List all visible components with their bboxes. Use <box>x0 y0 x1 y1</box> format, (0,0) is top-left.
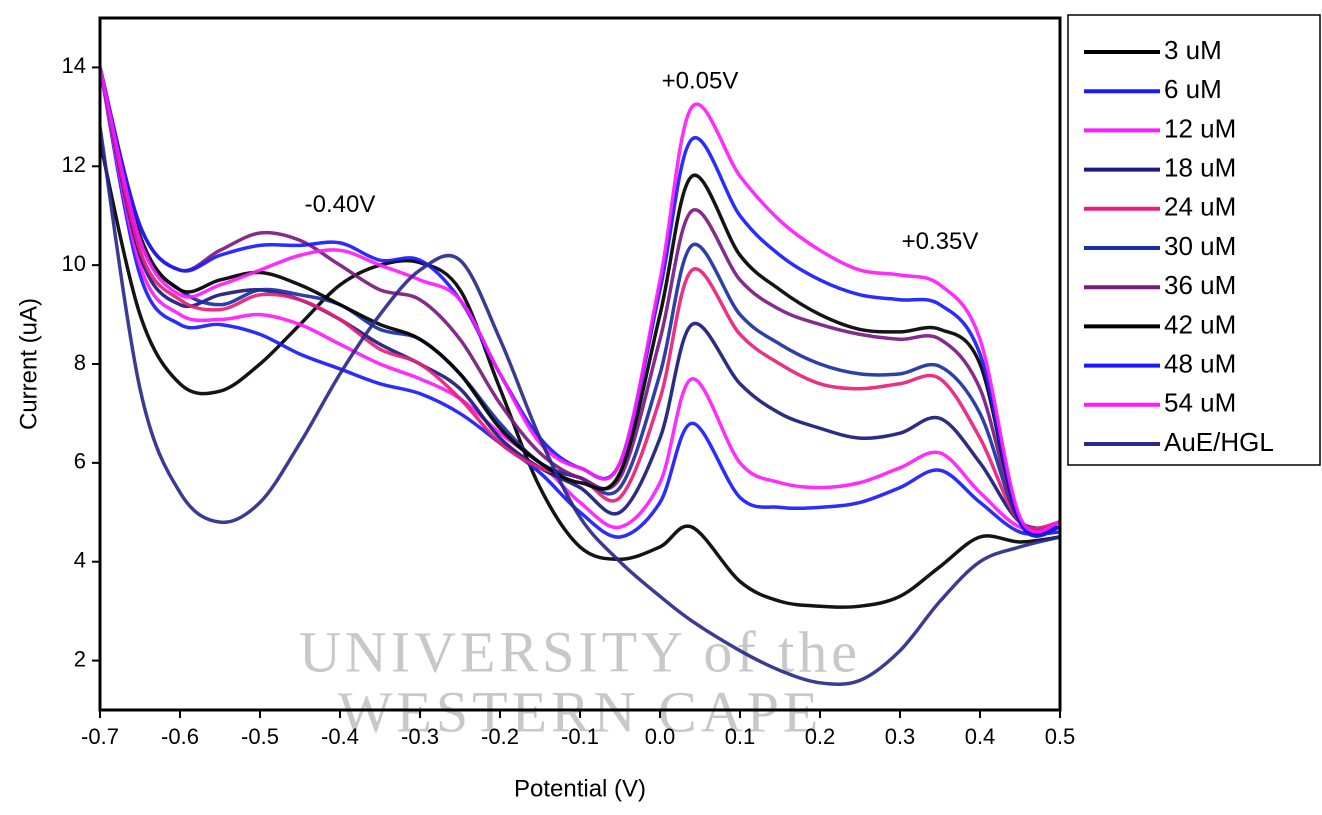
x-tick-label: 0.0 <box>645 724 676 749</box>
y-tick-label: 4 <box>74 548 86 573</box>
annotation: +0.35V <box>902 228 979 255</box>
legend-label: 18 uM <box>1164 152 1236 182</box>
series-line <box>98 67 1061 531</box>
x-tick-label: 0.5 <box>1045 724 1076 749</box>
series-line <box>98 67 1061 532</box>
y-tick-label: 12 <box>62 152 86 177</box>
legend-label: 24 uM <box>1164 192 1236 222</box>
y-tick-label: 10 <box>62 251 86 276</box>
legend-label: 54 uM <box>1164 388 1236 418</box>
y-tick-label: 14 <box>62 53 86 78</box>
x-tick-label: -0.4 <box>321 724 359 749</box>
plot-frame <box>98 16 1062 712</box>
x-tick-label: 0.1 <box>725 724 756 749</box>
legend-label: 36 uM <box>1164 270 1236 300</box>
legend-label: 42 uM <box>1164 309 1236 339</box>
series-line <box>98 67 1061 534</box>
series-line <box>98 126 1061 686</box>
watermark: UNIVERSITY of the <box>299 619 861 684</box>
legend-label: 12 uM <box>1164 113 1236 143</box>
annotation: +0.05V <box>662 68 739 95</box>
y-tick-label: 6 <box>74 449 86 474</box>
x-tick-label: -0.5 <box>241 724 279 749</box>
legend-label: 3 uM <box>1164 35 1222 65</box>
annotation: -0.40V <box>305 191 376 218</box>
x-tick-label: 0.2 <box>805 724 836 749</box>
x-tick-label: -0.2 <box>481 724 519 749</box>
y-tick-label: 8 <box>74 350 86 375</box>
y-axis-label: Current (uA) <box>15 298 42 430</box>
x-axis-label: Potential (V) <box>514 775 646 802</box>
x-tick-label: -0.3 <box>401 724 439 749</box>
legend-label: 48 uM <box>1164 348 1236 378</box>
legend-label: 6 uM <box>1164 74 1222 104</box>
x-tick-label: 0.4 <box>965 724 996 749</box>
x-tick-label: -0.7 <box>81 724 119 749</box>
watermark: WESTERN CAPE <box>338 679 823 744</box>
legend-label: AuE/HGL <box>1164 427 1274 457</box>
series-line <box>98 141 1061 609</box>
y-tick-label: 2 <box>74 646 86 671</box>
legend-label: 30 uM <box>1164 231 1236 261</box>
plot-area <box>98 66 1061 686</box>
x-tick-label: 0.3 <box>885 724 916 749</box>
x-tick-label: -0.1 <box>561 724 599 749</box>
legend-box <box>1067 14 1321 466</box>
x-tick-label: -0.6 <box>161 724 199 749</box>
